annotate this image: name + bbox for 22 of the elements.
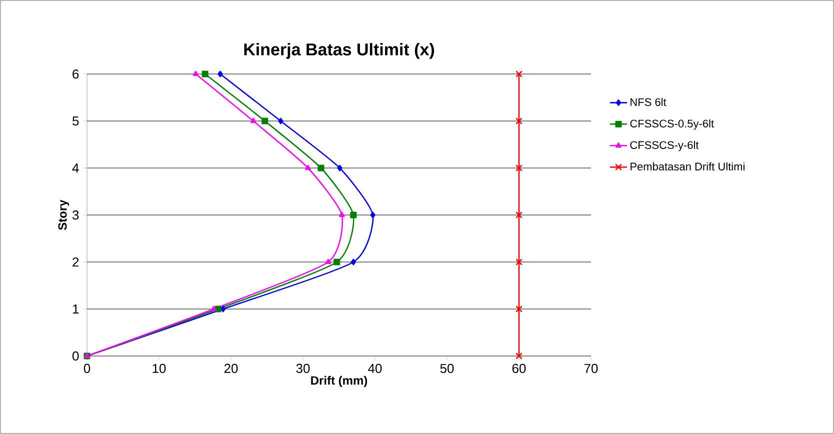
x-tick-label: 10 — [152, 364, 166, 374]
legend-label: CFSSCS-y-6lt — [630, 140, 699, 152]
y-tick-label: 2 — [72, 257, 79, 267]
y-tick-label: 3 — [72, 210, 79, 220]
legend-label: NFS 6lt — [630, 98, 666, 106]
x-tick-label: 20 — [224, 364, 238, 374]
x-tick-label: 60 — [512, 364, 526, 374]
y-tick-label: 4 — [72, 164, 79, 172]
legend-label: Pembatasan Drift Ultimi — [630, 162, 744, 170]
y-tick-label: 5 — [72, 116, 79, 126]
x-tick-label: 50 — [440, 364, 454, 374]
chart-title: Kinerja Batas Ultimit (x) — [244, 42, 434, 59]
y-tick-label: 1 — [72, 304, 79, 314]
x-tick-label: 30 — [296, 364, 310, 374]
y-tick-label: 6 — [72, 69, 79, 79]
x-axis-title: Drift (mm) — [311, 376, 368, 388]
x-tick-label: 0 — [84, 364, 90, 374]
x-tick-label: 70 — [584, 364, 598, 374]
y-tick-label: 0 — [72, 351, 79, 361]
y-axis-title: Story — [58, 200, 70, 230]
x-tick-label: 40 — [368, 364, 382, 374]
legend-label: CFSSCS-0.5y-6lt — [630, 119, 714, 130]
